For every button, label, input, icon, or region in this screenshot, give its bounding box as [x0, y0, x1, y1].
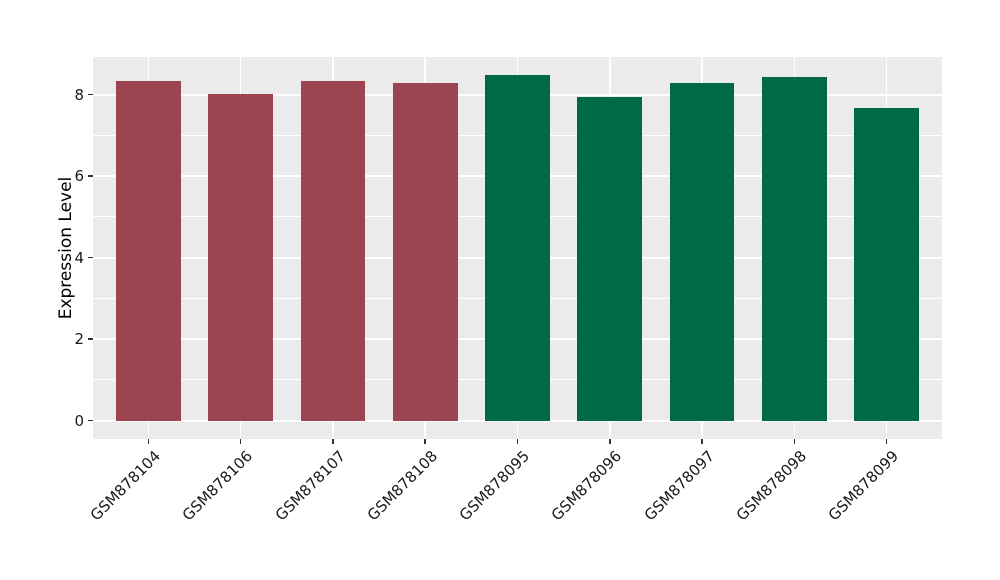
y-tick-mark	[87, 93, 93, 96]
bar-GSM878104	[116, 81, 181, 421]
x-tick-label: GSM878095	[455, 447, 534, 525]
y-tick-mark	[87, 338, 93, 340]
x-tick-label: GSM878106	[179, 447, 257, 525]
x-tick-label: GSM878096	[548, 447, 626, 525]
x-tick-mark	[793, 439, 796, 444]
y-tick-label: 6	[74, 167, 84, 186]
y-tick-mark	[87, 256, 93, 259]
bar-GSM878098	[762, 76, 827, 421]
x-tick-label: GSM878104	[86, 447, 165, 525]
y-tick-label: 4	[74, 248, 84, 267]
x-tick-label: GSM878108	[363, 447, 441, 525]
y-tick-label: 2	[74, 330, 84, 349]
x-tick-mark	[609, 439, 611, 444]
bar-GSM878097	[669, 82, 735, 421]
x-tick-mark	[239, 439, 242, 444]
bar-GSM878096	[577, 96, 643, 421]
x-tick-mark	[701, 439, 703, 444]
x-tick-mark	[332, 439, 334, 444]
y-tick-mark	[87, 419, 93, 422]
x-tick-label: GSM878107	[271, 447, 349, 525]
plot-panel	[93, 57, 942, 439]
bar-GSM878095	[485, 74, 550, 421]
x-tick-mark	[885, 439, 888, 444]
x-tick-label: GSM878098	[732, 447, 811, 525]
y-tick-mark	[87, 175, 93, 177]
x-tick-label: GSM878099	[825, 447, 903, 525]
y-tick-label: 0	[74, 411, 84, 430]
x-tick-label: GSM878097	[640, 447, 718, 525]
bar-GSM878108	[392, 82, 458, 421]
bar-GSM878099	[854, 107, 919, 421]
x-tick-mark	[516, 439, 519, 444]
bar-GSM878106	[208, 94, 273, 421]
x-tick-mark	[147, 439, 150, 444]
x-tick-mark	[424, 439, 426, 444]
y-tick-label: 8	[74, 85, 84, 104]
bar-GSM878107	[300, 81, 366, 421]
